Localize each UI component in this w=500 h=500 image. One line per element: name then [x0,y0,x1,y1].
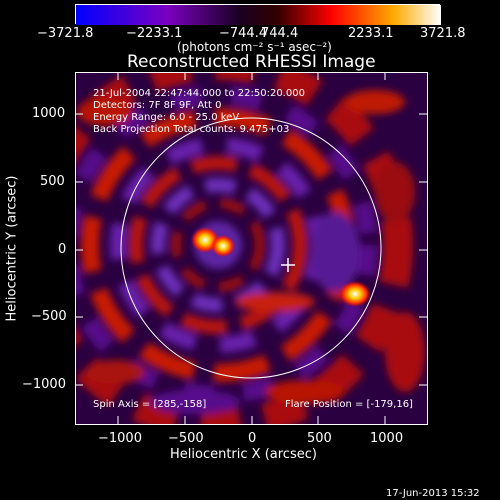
page-title: Reconstructed RHESSI Image [127,52,376,72]
colorbar-tick-label: 744.4 [261,26,299,41]
x-tick-label: 500 [307,431,332,446]
info-line-detectors: Detectors: 7F 8F 9F, Att 0 [93,100,222,111]
x-tick-label: 1000 [370,431,404,446]
colorbar-tick-label: −2233.1 [126,26,183,41]
y-axis-label: Heliocentric Y (arcsec) [4,175,20,322]
y-tick-label: −1000 [22,377,66,392]
colorbar-tick-label: −3721.8 [37,26,94,41]
x-axis-label: Heliocentric X (arcsec) [170,447,317,462]
colorbar-tick-label: −744.4 [219,26,268,41]
x-tick-label: −1000 [98,431,142,446]
y-tick-label: −500 [31,309,67,324]
colorbar [75,4,441,25]
info-line-method: Back Projection Total counts: 9.475+03 [93,124,290,135]
colorbar-units: (photons cm⁻² s⁻¹ asec⁻²) [177,40,332,54]
generated-timestamp: 17-Jun-2013 15:32 [386,488,480,499]
spin-axis-label: Spin Axis = [285,-158] [93,399,207,410]
info-line-time: 21-Jul-2004 22:47:44.000 to 22:50:20.000 [93,88,305,99]
y-tick-label: 500 [40,174,65,189]
colorbar-gradient [76,5,441,25]
rhessi-image [75,72,427,424]
colorbar-tick-label: 2233.1 [348,26,394,41]
y-tick-label: 0 [58,242,67,257]
x-tick-label: 0 [248,431,257,446]
info-line-energy: Energy Range: 6.0 - 25.0 keV [93,112,240,123]
y-tick-label: 1000 [32,106,66,121]
rhessi-image-canvas [75,72,427,424]
colorbar-tick-label: 3721.8 [420,26,466,41]
x-tick-label: −500 [168,431,204,446]
flare-position-label: Flare Position = [-179,16] [285,399,413,410]
